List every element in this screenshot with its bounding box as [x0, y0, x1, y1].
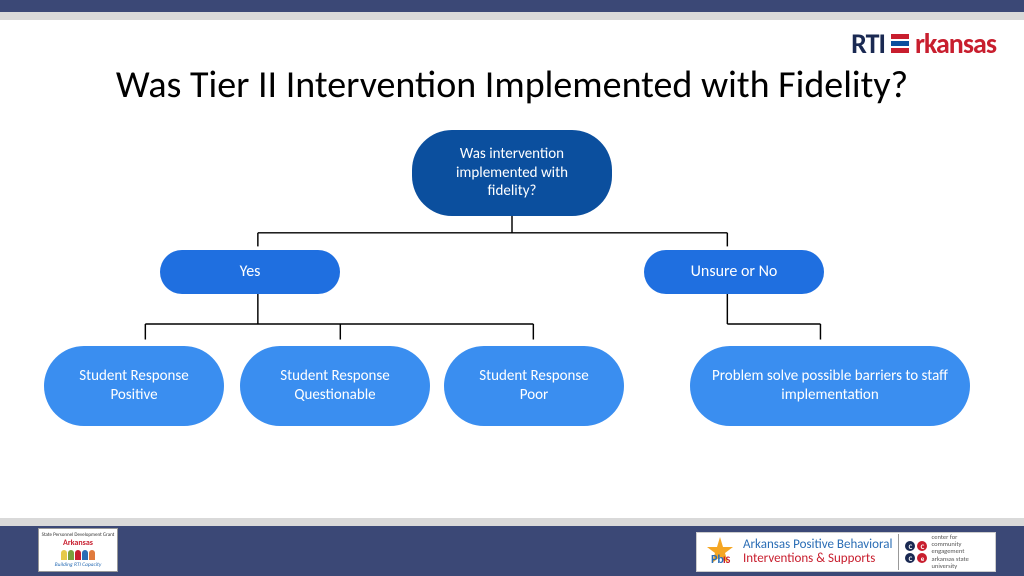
pbis-text: Arkansas Positive Behavioral Interventio… — [743, 538, 892, 565]
node-solve: Problem solve possible barriers to staff… — [690, 346, 970, 426]
logo-stripes-icon — [891, 34, 909, 53]
footer-badge-left: State Personnel Development Grant Arkans… — [38, 528, 118, 572]
badge-logo-text: Arkansas — [63, 538, 93, 548]
logo-ark-text: rkansas — [915, 26, 996, 61]
node-pos: Student Response Positive — [44, 346, 224, 426]
node-yes: Yes — [160, 250, 340, 294]
footer-badge-right: Pb IS Arkansas Positive Behavioral Inter… — [696, 532, 996, 572]
top-gray-bar — [0, 12, 1024, 20]
people-icon — [61, 550, 95, 560]
badge-bottom-text: Building RTI Capacity — [55, 562, 102, 568]
node-poor: Student Response Poor — [444, 346, 624, 426]
node-ques: Student Response Questionable — [240, 346, 430, 426]
logo-rti-text: RTI — [851, 26, 885, 61]
cce-text: center for community engagement arkansas… — [931, 534, 981, 570]
pbis-line1: Arkansas Positive Behavioral — [743, 538, 892, 552]
bottom-gray-bar — [0, 518, 1024, 526]
flowchart: Was intervention implemented with fideli… — [0, 130, 1024, 518]
pbis-line2: Interventions & Supports — [743, 552, 892, 566]
cce-block: CCCe center for community engagement ark… — [898, 534, 981, 570]
top-bar — [0, 0, 1024, 12]
svg-text:IS: IS — [723, 553, 731, 566]
cce-grid-icon: CCCe — [905, 541, 927, 563]
node-unsure: Unsure or No — [644, 250, 824, 294]
pbis-icon: Pb IS — [703, 535, 737, 569]
rti-arkansas-logo: RTI rkansas — [851, 26, 996, 61]
page-title: Was Tier II Intervention Implemented wit… — [20, 62, 1004, 108]
node-root: Was intervention implemented with fideli… — [412, 130, 612, 216]
